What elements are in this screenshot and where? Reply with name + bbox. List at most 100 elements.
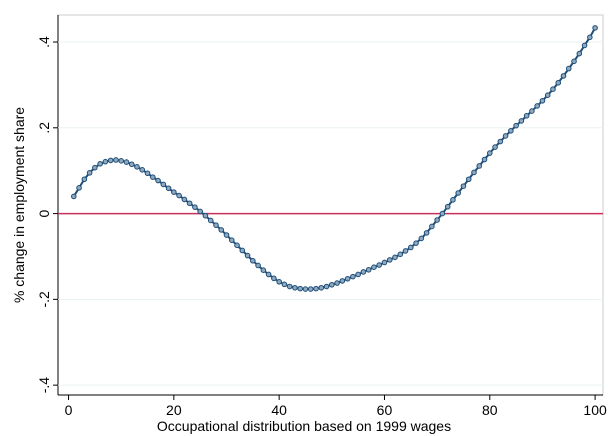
marker	[555, 79, 562, 86]
marker	[481, 156, 488, 163]
marker	[592, 25, 598, 31]
marker	[76, 185, 82, 191]
marker	[392, 254, 398, 261]
marker	[444, 203, 451, 210]
marker	[502, 133, 509, 139]
x-tick-label: 100	[583, 402, 607, 418]
marker	[334, 280, 340, 286]
marker	[260, 267, 267, 273]
marker	[587, 34, 593, 41]
marker	[476, 163, 483, 169]
marker	[165, 185, 172, 192]
marker	[434, 217, 440, 223]
marker	[218, 227, 225, 233]
marker	[223, 232, 230, 238]
x-axis-label: Occupational distribution based on 1999 …	[157, 418, 451, 434]
y-tick-label: .2	[36, 122, 52, 134]
marker	[202, 212, 209, 219]
y-axis-label: % change in employment share	[11, 107, 27, 303]
marker	[513, 122, 519, 129]
marker	[429, 223, 435, 230]
marker	[92, 164, 98, 171]
marker	[529, 108, 535, 114]
x-tick-label: 80	[482, 402, 498, 418]
marker	[544, 92, 551, 99]
y-tick-label: -.2	[36, 291, 52, 308]
marker	[292, 284, 298, 291]
marker	[523, 112, 530, 119]
marker	[455, 190, 461, 196]
marker	[471, 169, 477, 176]
marker	[281, 281, 288, 288]
marker	[81, 176, 88, 183]
marker	[302, 286, 309, 292]
marker	[386, 257, 393, 263]
marker	[134, 164, 140, 170]
marker	[360, 269, 367, 275]
marker	[207, 217, 214, 224]
marker	[344, 275, 351, 282]
marker	[255, 262, 261, 269]
marker	[286, 283, 293, 290]
marker	[86, 170, 93, 176]
marker	[518, 118, 525, 124]
marker	[565, 65, 572, 72]
marker	[128, 161, 135, 168]
marker	[492, 144, 498, 150]
marker	[192, 204, 198, 210]
marker	[571, 58, 577, 65]
x-tick-label: 0	[65, 402, 73, 418]
marker	[450, 197, 456, 203]
marker	[102, 158, 109, 165]
marker	[581, 42, 588, 49]
marker	[160, 181, 167, 188]
x-tick-label: 40	[271, 402, 287, 418]
marker	[250, 257, 256, 264]
marker	[297, 285, 304, 292]
marker	[323, 283, 330, 290]
marker	[181, 196, 188, 203]
marker	[107, 157, 114, 164]
marker	[550, 86, 556, 92]
marker	[313, 285, 319, 292]
marker	[439, 210, 446, 217]
marker	[423, 230, 430, 236]
marker	[465, 176, 472, 183]
marker	[365, 266, 372, 273]
marker	[339, 278, 346, 284]
marker	[197, 208, 203, 215]
y-tick-label: .4	[36, 36, 52, 48]
marker	[213, 222, 219, 228]
marker	[265, 271, 272, 278]
marker	[402, 248, 409, 254]
marker	[144, 170, 151, 177]
marker	[576, 50, 583, 57]
marker	[413, 240, 419, 246]
marker	[276, 278, 282, 285]
marker	[508, 128, 514, 134]
marker	[408, 244, 414, 251]
marker	[155, 177, 161, 184]
marker	[228, 237, 235, 243]
marker	[486, 150, 493, 156]
marker	[397, 251, 404, 258]
marker	[560, 73, 567, 79]
y-tick-label: -.4	[36, 377, 52, 394]
marker	[418, 235, 425, 242]
marker	[123, 159, 130, 165]
y-tick-label: 0	[36, 209, 52, 217]
marker	[234, 242, 240, 249]
marker	[350, 273, 356, 280]
marker	[176, 192, 182, 199]
marker	[186, 200, 193, 207]
marker	[70, 193, 77, 200]
marker	[97, 161, 103, 167]
marker	[271, 275, 277, 282]
marker	[371, 264, 377, 270]
marker	[307, 286, 314, 292]
marker	[149, 174, 156, 180]
marker	[355, 271, 361, 278]
marker	[171, 189, 177, 195]
marker	[497, 138, 504, 145]
